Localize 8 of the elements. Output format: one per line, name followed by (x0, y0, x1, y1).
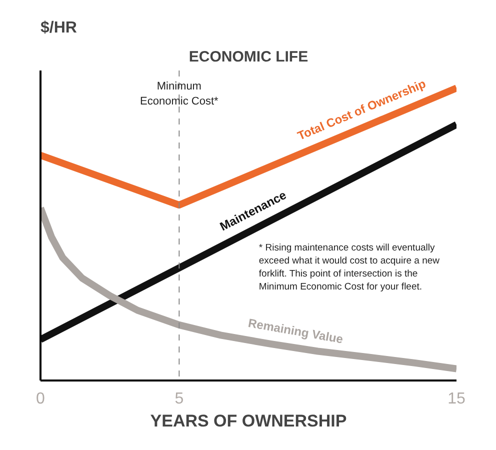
x-tick-label: 0 (36, 390, 46, 408)
y-axis-title: $/HR (40, 20, 78, 36)
ref-line-label: Minimum Economic Cost* (140, 80, 220, 108)
annotation: * Rising maintenance costs will eventually exceed what it would cost to acquire a new forklift. This point of intersection is the Minimum Economic Cost for your fleet. (258, 242, 440, 292)
x-tick-label: 5 (174, 390, 184, 408)
x-axis-title: YEARS OF OWNERSHIP (150, 412, 347, 430)
x-tick-label: 15 (448, 390, 466, 408)
chart-title: ECONOMIC LIFE (188, 48, 308, 66)
